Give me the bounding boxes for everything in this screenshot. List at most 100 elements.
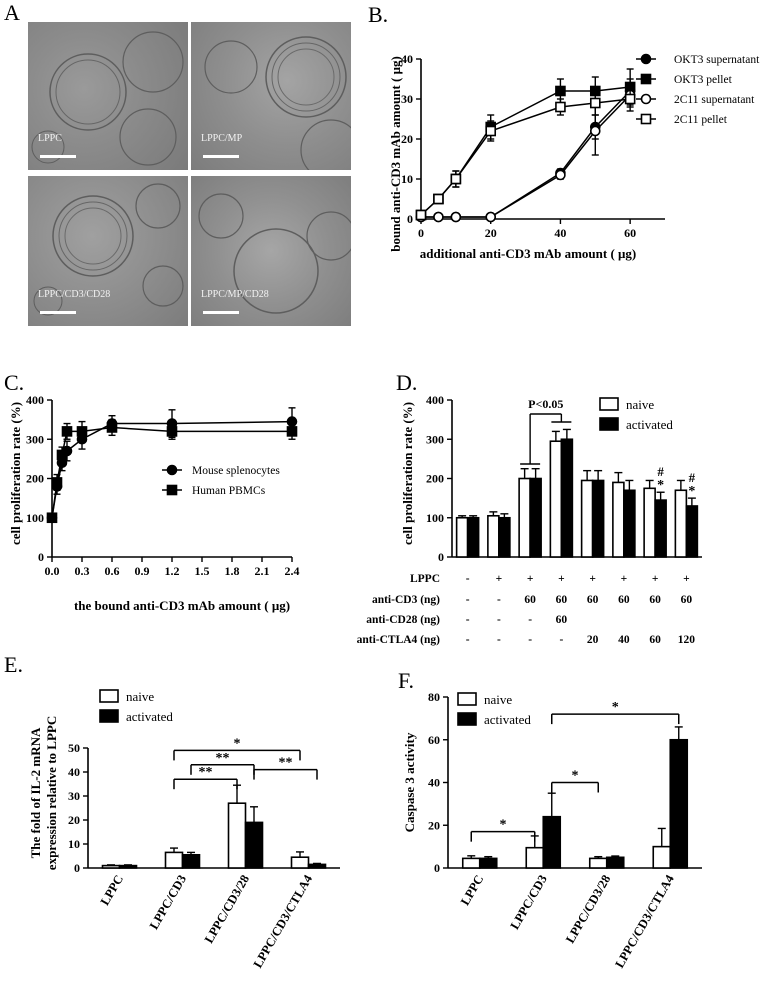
micrograph-caption: LPPC/MP/CD28 [201, 289, 269, 300]
vesicle-outlines [33, 183, 184, 316]
condition-cell: 60 [649, 634, 661, 646]
y-tick-label: 50 [68, 741, 80, 755]
vesicle-outlines [31, 31, 184, 166]
micrograph-caption: LPPC/MP [201, 133, 243, 144]
category-label: LPPC [458, 873, 486, 908]
y-tick-label: 0 [38, 550, 44, 564]
x-tick-label: 0 [418, 226, 424, 240]
x-tick-label: 0.6 [105, 564, 120, 578]
y-axis-label: bound anti-CD3 mAb amount ( μg) [388, 56, 403, 252]
panel-label-b: B. [368, 2, 389, 27]
bar-naive [461, 857, 481, 869]
legend-label: 2C11 supernatant [674, 94, 755, 106]
star-mark: * [657, 478, 664, 493]
bar-activated [669, 738, 689, 869]
y-tick-label: 20 [401, 132, 413, 146]
condition-cell: - [497, 614, 501, 626]
legend-swatch [599, 417, 619, 431]
data-point [415, 209, 427, 221]
bar-naive [588, 857, 608, 869]
condition-row-label: anti-CD3 (ng) [372, 594, 440, 606]
p-value-label: P<0.05 [528, 397, 563, 411]
vesicle-outlines [198, 193, 351, 314]
data-point [450, 173, 462, 185]
y-tick-label: 200 [26, 472, 44, 486]
y-tick-label: 20 [428, 818, 440, 832]
condition-cell: 60 [556, 614, 568, 626]
micrograph-caption: LPPC/CD3/CD28 [38, 289, 111, 300]
micrograph-caption: LPPC [38, 133, 62, 144]
y-tick-label: 60 [428, 733, 440, 747]
hash-mark: # [657, 464, 664, 479]
y-tick-label: 300 [426, 432, 444, 446]
legend-marker [640, 53, 652, 65]
x-tick-label: 60 [624, 226, 636, 240]
y-tick-label: 300 [26, 432, 44, 446]
data-point [46, 512, 58, 524]
star-mark: * [688, 484, 695, 499]
legend-marker [166, 484, 178, 496]
category-label: LPPC/CD3 [508, 873, 550, 932]
condition-row-label: anti-CTLA4 (ng) [357, 634, 441, 646]
legend-label: Mouse splenocytes [192, 465, 280, 477]
y-tick-label: 0 [407, 212, 413, 226]
panel-label-a: A [4, 0, 20, 25]
bar-activated [605, 856, 625, 869]
panel-label-f: F. [398, 668, 414, 693]
condition-cell: + [558, 573, 565, 585]
y-tick-label: 30 [401, 92, 413, 106]
data-point [555, 85, 566, 97]
legend-label: OKT3 supernatant [674, 54, 760, 66]
legend-label: activated [126, 709, 173, 724]
condition-cell: + [589, 573, 596, 585]
data-point [589, 97, 601, 109]
bar-naive [652, 845, 672, 869]
significance-label: * [500, 818, 507, 833]
condition-cell: 60 [524, 594, 536, 606]
x-tick-label: 40 [554, 226, 566, 240]
panel-label-d: D. [396, 370, 418, 395]
significance-label: ** [279, 756, 293, 771]
condition-cell: - [466, 573, 470, 585]
legend-marker [640, 113, 652, 125]
hash-mark: # [689, 470, 696, 485]
condition-cell: 60 [556, 594, 568, 606]
y-axis-label: cell proliferation rate (%) [8, 402, 23, 545]
significance-label: ** [199, 765, 213, 780]
legend-label: 2C11 pellet [674, 114, 728, 126]
category-label: LPPC/CD3/CTLA4 [612, 872, 677, 970]
x-tick-label: 1.8 [225, 564, 240, 578]
legend-label: naive [484, 692, 512, 707]
y-tick-label: 100 [426, 511, 444, 525]
x-tick-label: 0.3 [75, 564, 90, 578]
condition-cell: 40 [618, 634, 630, 646]
y-axis-label-line2: expression relative to LPPC [44, 716, 59, 870]
data-point [589, 125, 601, 137]
legend-marker [640, 73, 652, 85]
bar-activated [478, 857, 498, 869]
x-tick-label: 0.0 [45, 564, 60, 578]
x-tick-label: 1.5 [195, 564, 210, 578]
significance-label: * [234, 736, 241, 751]
x-tick-label: 2.1 [255, 564, 270, 578]
x-tick-label: 2.4 [285, 564, 300, 578]
data-point [485, 125, 497, 137]
legend-swatch [99, 689, 119, 703]
y-tick-label: 100 [26, 511, 44, 525]
condition-cell: - [466, 634, 470, 646]
data-point [485, 211, 497, 223]
vesicle-outlines [204, 36, 351, 170]
data-point [56, 449, 68, 461]
legend-label: Human PBMCs [192, 485, 266, 497]
data-point [106, 422, 118, 433]
category-label: LPPC/CD3/28 [563, 873, 613, 946]
y-tick-label: 400 [26, 393, 44, 407]
y-tick-label: 200 [426, 472, 444, 486]
y-tick-label: 10 [401, 172, 413, 186]
legend-marker [166, 464, 178, 476]
significance-label: ** [216, 751, 230, 766]
condition-cell: - [497, 594, 501, 606]
